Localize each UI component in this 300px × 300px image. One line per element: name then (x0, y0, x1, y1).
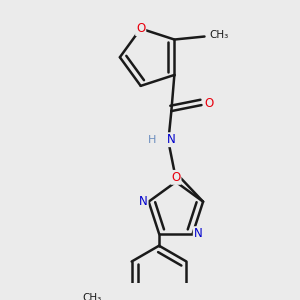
Text: N: N (139, 195, 148, 208)
Text: H: H (148, 135, 156, 145)
Text: O: O (136, 22, 145, 35)
Text: N: N (194, 227, 203, 240)
Text: O: O (204, 97, 214, 110)
Text: N: N (167, 133, 176, 146)
Text: CH₃: CH₃ (209, 30, 228, 40)
Text: CH₃: CH₃ (82, 293, 101, 300)
Text: O: O (171, 171, 181, 184)
